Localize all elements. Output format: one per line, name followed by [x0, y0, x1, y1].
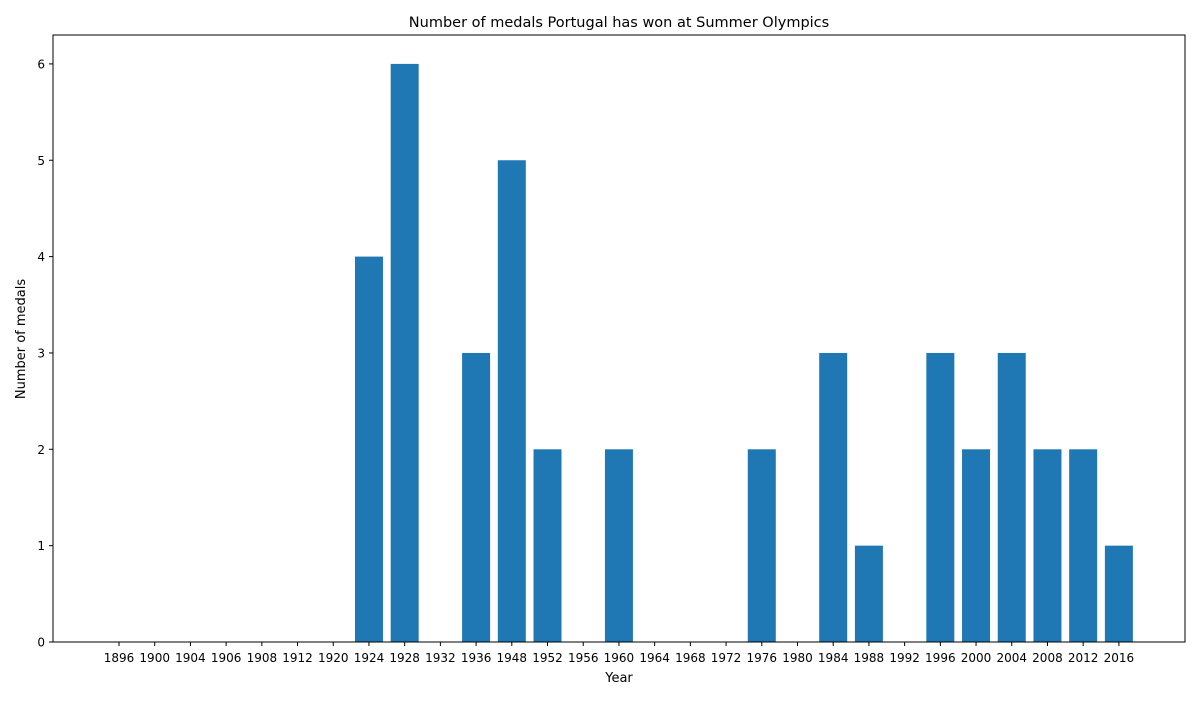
chart-title: Number of medals Portugal has won at Sum…: [409, 15, 829, 31]
x-tick-label-1988: 1988: [854, 651, 885, 665]
bar-1936: [462, 352, 491, 642]
x-tick-label-1906: 1906: [211, 651, 242, 665]
x-tick-label-1912: 1912: [282, 651, 313, 665]
y-tick-label-0: 0: [37, 636, 45, 650]
bars-group: [354, 63, 1133, 642]
x-tick-label-2012: 2012: [1068, 651, 1099, 665]
bar-1988: [854, 545, 883, 642]
bar-1924: [354, 256, 383, 642]
x-tick-label-1992: 1992: [889, 651, 920, 665]
bar-1996: [926, 352, 955, 642]
x-tick-label-1908: 1908: [247, 651, 278, 665]
y-tick-label-4: 4: [37, 250, 45, 264]
x-tick-label-1932: 1932: [425, 651, 456, 665]
plot-frame: [52, 34, 1186, 643]
x-ticks-group: 1896 1900 1904 1906 1908 1912 1920 1924 1928 1932…: [104, 642, 1134, 665]
x-tick-label-1948: 1948: [497, 651, 528, 665]
x-tick-label-1976: 1976: [747, 651, 778, 665]
x-tick-label-1904: 1904: [175, 651, 206, 665]
x-tick-label-1956: 1956: [568, 651, 599, 665]
x-tick-label-1964: 1964: [639, 651, 670, 665]
bar-1928: [390, 63, 419, 642]
y-axis-label: Number of medals: [14, 279, 29, 400]
x-tick-label-1900: 1900: [139, 651, 170, 665]
y-ticks-group: 0 1 2 3 4 5 6: [37, 57, 53, 650]
bar-2008: [1033, 449, 1062, 642]
bar-1952: [533, 449, 562, 642]
x-tick-label-1924: 1924: [354, 651, 385, 665]
x-tick-label-1936: 1936: [461, 651, 492, 665]
x-tick-label-2016: 2016: [1104, 651, 1135, 665]
bar-1984: [819, 352, 848, 642]
x-tick-label-2008: 2008: [1032, 651, 1063, 665]
y-tick-label-6: 6: [37, 57, 45, 71]
x-tick-label-1952: 1952: [532, 651, 563, 665]
x-tick-label-1928: 1928: [389, 651, 420, 665]
bar-1948: [497, 160, 526, 642]
bar-1976: [747, 449, 776, 642]
x-tick-label-1920: 1920: [318, 651, 349, 665]
x-tick-label-1896: 1896: [104, 651, 135, 665]
bar-2000: [962, 449, 991, 642]
x-tick-label-1984: 1984: [818, 651, 849, 665]
bar-2012: [1069, 449, 1098, 642]
x-tick-label-1972: 1972: [711, 651, 742, 665]
x-tick-label-1980: 1980: [782, 651, 813, 665]
x-tick-label-1960: 1960: [604, 651, 635, 665]
x-tick-label-1996: 1996: [925, 651, 956, 665]
x-tick-label-2004: 2004: [996, 651, 1027, 665]
y-tick-label-5: 5: [37, 154, 45, 168]
x-tick-label-2000: 2000: [961, 651, 992, 665]
x-axis-label: Year: [604, 671, 633, 686]
bar-1960: [604, 449, 633, 642]
y-tick-label-2: 2: [37, 443, 45, 457]
bar-2004: [997, 352, 1026, 642]
x-tick-label-1968: 1968: [675, 651, 706, 665]
y-tick-label-1: 1: [37, 539, 45, 553]
bar-2016: [1104, 545, 1133, 642]
y-tick-label-3: 3: [37, 346, 45, 360]
